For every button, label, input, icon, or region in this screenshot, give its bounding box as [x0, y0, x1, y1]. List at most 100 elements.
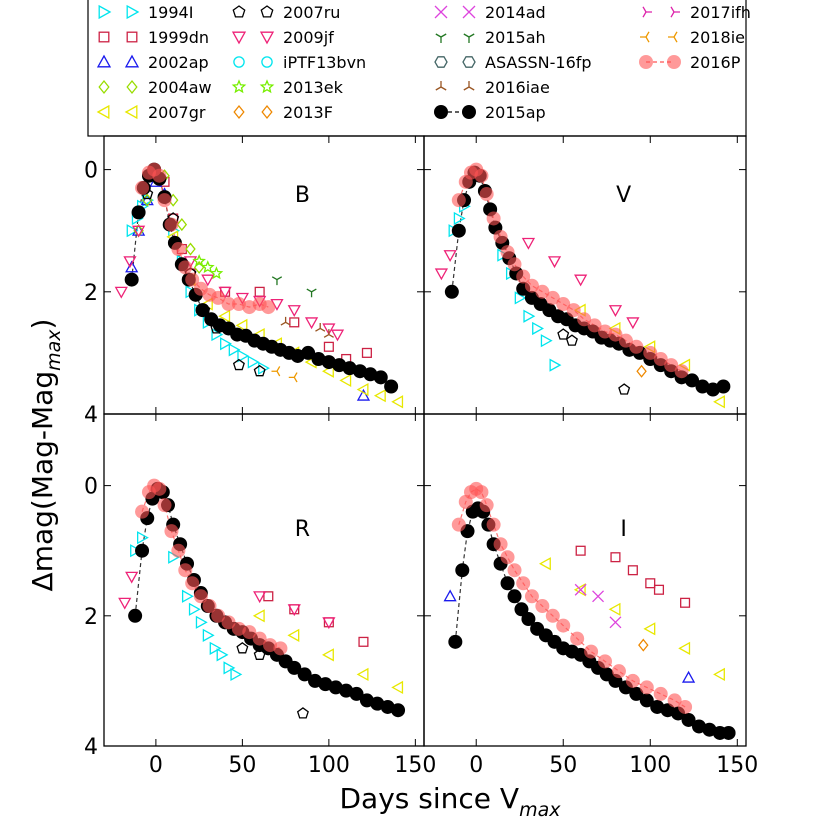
data-point-2009jf	[330, 329, 345, 342]
data-point-1994i	[211, 327, 224, 342]
y-tick-label: 2	[84, 605, 98, 630]
legend-marker	[463, 81, 475, 91]
data-point-1994i	[228, 343, 241, 357]
data-point-2015ap	[448, 634, 463, 649]
legend-label: 2014ad	[485, 3, 546, 22]
data-point-2014ad	[609, 616, 622, 629]
data-point-2014ad	[574, 583, 587, 596]
legend-label: 1999dn	[148, 28, 209, 47]
data-point-2016p	[653, 686, 668, 701]
y-tick-label: 0	[84, 159, 98, 184]
legend-marker	[259, 79, 275, 94]
data-point-2015ap	[681, 712, 696, 727]
legend-marker	[434, 5, 448, 19]
data-point-2009jf	[123, 256, 137, 269]
panel-frame	[103, 413, 425, 747]
legend-box	[87, 0, 747, 137]
data-point-1994i	[453, 211, 466, 226]
data-point-2004aw	[176, 218, 188, 232]
data-point-2016p	[556, 297, 571, 312]
panel-label-i: I	[620, 517, 627, 542]
panel-label-b: B	[295, 183, 310, 208]
legend-label: 2013ek	[283, 78, 344, 97]
legend-label: 2013F	[283, 103, 333, 122]
legend-marker	[668, 31, 678, 43]
data-point-1994i	[181, 589, 194, 603]
data-point-2002ap	[125, 260, 139, 273]
axis-titles: Days since Vmax Δmag(Mag-Magmax)	[26, 319, 561, 821]
data-point-2009jf	[304, 317, 319, 330]
data-point-2016p	[507, 257, 522, 272]
legend-item-2018ie: 2018ie	[640, 28, 745, 47]
legend-label: 2004aw	[148, 78, 212, 97]
legend-marker	[462, 5, 476, 19]
data-point-2016p	[545, 290, 560, 305]
x-tick-label: 150	[394, 753, 436, 778]
legend: 1994I 1999dn 2002ap 2004aw 2007gr 2007ru 2009j…	[87, 0, 751, 137]
legend-marker	[462, 105, 476, 119]
data-point-1999dn	[610, 552, 621, 563]
data-point-2016p	[653, 352, 668, 367]
data-point-2016p	[667, 693, 682, 708]
panel-label-v: V	[616, 183, 631, 208]
data-point-2016p	[545, 608, 560, 623]
x-axis-title-sub: max	[519, 799, 561, 821]
data-point-1994i	[514, 291, 527, 305]
data-point-2013ek	[192, 254, 206, 268]
panel-data	[434, 162, 731, 409]
data-point-1999dn	[323, 341, 334, 352]
data-point-2015ap	[391, 703, 406, 718]
data-point-1994i	[220, 337, 232, 351]
legend-label: ASASSN-16fp	[485, 53, 592, 72]
legend-marker	[124, 104, 138, 120]
data-point-1999dn	[653, 584, 665, 595]
data-point-2007gr	[643, 622, 656, 636]
data-point-2016p	[598, 654, 613, 669]
data-point-2007ru	[296, 707, 309, 719]
legend-marker	[435, 33, 447, 43]
legend-label: 2017ifh	[690, 3, 751, 22]
data-point-2009jf	[287, 604, 301, 617]
legend-item-2016iae: 2016iae	[435, 78, 550, 97]
legend-marker	[98, 4, 112, 20]
data-point-2016p	[535, 284, 550, 299]
data-point-2016iae	[315, 322, 326, 332]
data-point-1994i	[247, 355, 260, 369]
data-point-2016p	[486, 517, 501, 532]
data-point-2015ap	[301, 345, 316, 360]
legend-marker	[231, 31, 247, 45]
x-tick-label: 50	[228, 753, 256, 778]
data-point-2016p	[164, 217, 179, 232]
legend-item-2013ek: 2013ek	[231, 78, 344, 97]
data-point-2016iae	[280, 316, 291, 326]
x-tick-label: 0	[469, 753, 483, 778]
data-point-2015ap	[507, 589, 522, 604]
y-tick-label: 4	[84, 735, 98, 760]
data-point-2016p	[587, 318, 602, 333]
data-point-1994i	[237, 349, 250, 363]
data-point-1994i	[540, 334, 553, 348]
data-point-2016p	[135, 504, 150, 519]
data-point-2016p	[479, 498, 494, 513]
data-point-2007gr	[573, 583, 586, 597]
legend-label: 2018ie	[690, 28, 745, 47]
data-point-1994i	[532, 321, 544, 336]
legend-item-asassn-16fp: ASASSN-16fp	[434, 53, 592, 72]
panel-data	[114, 162, 404, 409]
legend-marker	[96, 54, 112, 68]
data-point-1994i	[126, 224, 139, 238]
data-point-2009jf	[114, 286, 128, 299]
data-point-2016p	[157, 498, 172, 513]
data-point-2002ap	[356, 388, 371, 401]
data-point-2016p	[185, 272, 200, 287]
data-point-2007gr	[538, 557, 551, 571]
data-point-2002ap	[681, 670, 696, 683]
legend-item-2004aw: 2004aw	[98, 78, 212, 97]
series-line-2016p	[458, 168, 682, 372]
data-point-1999dn	[263, 591, 274, 602]
data-point-2016p	[500, 550, 515, 565]
x-tick-label: 100	[308, 753, 350, 778]
data-point-2016p	[535, 599, 550, 614]
x-tick-label: 100	[629, 753, 671, 778]
